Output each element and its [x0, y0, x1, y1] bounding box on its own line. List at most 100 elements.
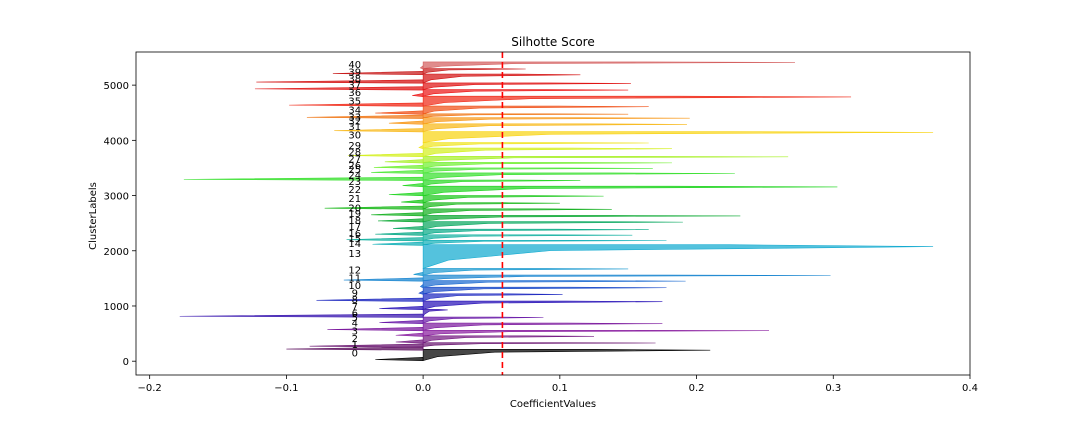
- cluster-8-negative: [316, 297, 424, 302]
- plot-area: [179, 61, 934, 362]
- cluster-label-4: 4: [352, 319, 358, 330]
- cluster-13-silhouette: [422, 244, 934, 269]
- cluster-label-3: 3: [352, 326, 358, 337]
- cluster-22-silhouette: [422, 185, 838, 196]
- cluster-21-silhouette: [422, 195, 604, 204]
- cluster-label-9: 9: [352, 289, 358, 300]
- cluster-label-7: 7: [352, 302, 358, 313]
- cluster-4-silhouette: [422, 322, 663, 331]
- plot-frame: [135, 51, 971, 376]
- cluster-33-silhouette: [422, 113, 629, 119]
- cluster-12-negative: [413, 271, 424, 276]
- cluster-label-14: 14: [348, 239, 361, 250]
- x-tick-label: 0.3: [825, 383, 841, 394]
- cluster-1-silhouette: [422, 342, 656, 347]
- x-tick-label: −0.1: [274, 383, 298, 394]
- x-tick-label: 0.2: [689, 383, 705, 394]
- cluster-1-negative: [309, 343, 424, 348]
- cluster-15-silhouette: [422, 234, 633, 241]
- cluster-24-negative: [183, 176, 424, 181]
- y-tick-label: 3000: [104, 192, 129, 203]
- cluster-16-negative: [375, 231, 424, 236]
- x-axis: −0.2 −0.1 0.0 0.1 0.2 0.3 0.4: [138, 375, 978, 394]
- cluster-14-silhouette: [422, 239, 667, 246]
- y-axis: 0 1000 2000 3000 4000 5000: [104, 81, 136, 368]
- cluster-label-18: 18: [348, 216, 361, 227]
- cluster-39-silhouette: [422, 68, 526, 75]
- cluster-23-negative: [402, 183, 424, 188]
- cluster-7-silhouette: [422, 300, 663, 310]
- cluster-label-36: 36: [348, 88, 361, 99]
- cluster-label-26: 26: [348, 161, 361, 172]
- cluster-31-silhouette: [422, 123, 687, 132]
- cluster-11-negative: [343, 277, 424, 282]
- cluster-17-negative: [393, 225, 424, 230]
- cluster-29-silhouette: [422, 142, 649, 149]
- cluster-labels: 0112345678910111213141516171819202122232…: [348, 60, 361, 359]
- cluster-25-silhouette: [422, 167, 653, 174]
- cluster-9-silhouette: [422, 286, 667, 295]
- cluster-label-19: 19: [348, 209, 361, 220]
- cluster-20-negative: [324, 205, 424, 210]
- cluster-label-22: 22: [348, 185, 361, 196]
- cluster-label-40: 40: [348, 60, 361, 71]
- cluster-4-negative: [327, 327, 424, 332]
- cluster-12-silhouette: [422, 268, 629, 276]
- cluster-6-negative: [179, 313, 424, 318]
- cluster-label-16: 16: [348, 229, 361, 240]
- cluster-0-silhouette: [422, 349, 711, 362]
- cluster-26-negative: [373, 164, 424, 169]
- cluster-34-silhouette: [422, 105, 649, 115]
- cluster-label-35: 35: [348, 97, 361, 108]
- cluster-label-20: 20: [348, 204, 361, 215]
- cluster-27-negative: [384, 159, 424, 164]
- cluster-2-negative: [395, 339, 424, 344]
- cluster-35-negative: [289, 102, 424, 107]
- cluster-10-silhouette: [422, 280, 686, 288]
- cluster-label-27: 27: [348, 155, 361, 166]
- cluster-19-negative: [371, 212, 424, 217]
- cluster-label-5: 5: [352, 313, 358, 324]
- cluster-15-negative: [346, 237, 424, 242]
- x-tick-label: 0.1: [552, 383, 568, 394]
- cluster-33-negative: [306, 114, 424, 119]
- cluster-label-33: 33: [348, 113, 361, 124]
- cluster-3-negative: [395, 332, 424, 337]
- cluster-40-negative: [419, 65, 424, 70]
- cluster-37-negative: [254, 86, 424, 91]
- cluster-label-8: 8: [352, 295, 358, 306]
- cluster-label-0: 0: [352, 348, 358, 359]
- cluster-6-silhouette: [422, 308, 448, 318]
- cluster-label-21: 21: [348, 194, 361, 205]
- cluster-25-negative: [371, 169, 424, 174]
- y-axis-title: ClusterLabels: [88, 182, 99, 250]
- cluster-label-1: 1: [352, 340, 358, 351]
- cluster-0-negative: [375, 356, 424, 362]
- cluster-label-39: 39: [348, 67, 361, 78]
- y-tick-label: 2000: [104, 247, 129, 258]
- cluster-label-13: 13: [348, 249, 361, 260]
- cluster-5-silhouette: [422, 316, 544, 324]
- cluster-28-negative: [347, 153, 424, 158]
- cluster-3-silhouette: [422, 329, 770, 337]
- cluster-14-negative: [372, 241, 424, 246]
- cluster-9-negative: [418, 290, 424, 295]
- cluster-8-silhouette: [422, 293, 563, 302]
- cluster-35-silhouette: [422, 95, 852, 107]
- cluster-18-negative: [377, 218, 424, 223]
- cluster-label-31: 31: [348, 122, 361, 133]
- cluster-36-negative: [412, 92, 424, 98]
- cluster-17-silhouette: [422, 221, 683, 230]
- y-tick-label: 4000: [104, 136, 129, 147]
- y-tick-label: 1000: [104, 302, 129, 313]
- cluster-label-23: 23: [348, 177, 361, 188]
- cluster-1-negative: [286, 346, 424, 351]
- cluster-label-28: 28: [348, 147, 361, 158]
- cluster-label-38: 38: [348, 74, 361, 85]
- cluster-34-negative: [375, 110, 424, 115]
- cluster-label-1: 1: [352, 340, 358, 351]
- cluster-28-silhouette: [422, 147, 672, 157]
- cluster-label-30: 30: [348, 130, 361, 141]
- cluster-21-negative: [401, 199, 424, 204]
- cluster-39-negative: [332, 71, 424, 76]
